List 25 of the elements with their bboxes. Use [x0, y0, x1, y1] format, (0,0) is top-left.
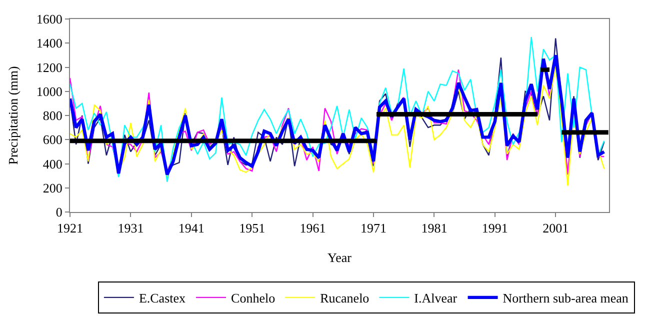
x-tick-label: 1951	[239, 220, 266, 236]
x-axis-title: Year	[328, 250, 352, 266]
legend-label: I.Alvear	[414, 290, 458, 306]
x-tick-label: 1981	[421, 220, 448, 236]
y-tick-label: 600	[42, 132, 62, 148]
legend-label: E.Castex	[138, 290, 186, 306]
y-tick-label: 200	[42, 180, 62, 196]
legend-label: Rucanelo	[320, 290, 370, 306]
y-tick-label: 400	[42, 156, 62, 172]
x-tick-label: 1991	[482, 220, 508, 236]
y-axis-title: Precipitation (mm)	[5, 66, 20, 165]
y-tick-label: 1600	[36, 12, 62, 27]
y-tick-label: 1400	[36, 36, 62, 51]
x-tick-label: 1931	[118, 220, 144, 236]
y-tick-label: 0	[56, 204, 62, 220]
y-tick-label: 1200	[36, 60, 62, 75]
x-tick-label: 2001	[542, 220, 569, 236]
y-tick-label: 1000	[36, 84, 62, 99]
x-tick-label: 1961	[300, 220, 326, 236]
x-tick-label: 1941	[178, 220, 204, 236]
x-tick-label: 1921	[57, 220, 83, 236]
legend-label: Conhelo	[231, 290, 276, 306]
legend-label: Northern sub-area mean	[502, 290, 629, 306]
y-tick-label: 800	[42, 108, 62, 124]
x-tick-label: 1971	[360, 220, 386, 236]
